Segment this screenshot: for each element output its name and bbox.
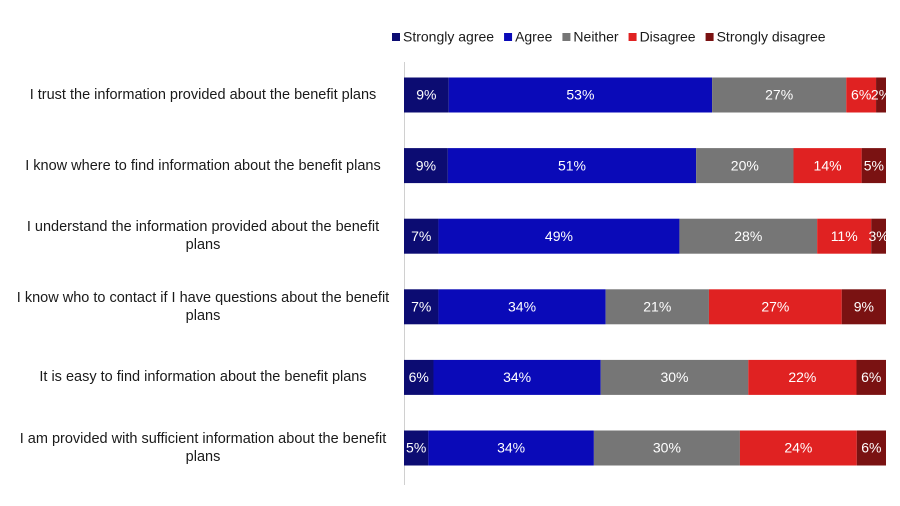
bar-segment [841,289,886,325]
bar-segment [739,430,857,466]
data-label: 34% [508,299,536,315]
bar-segment [404,148,448,184]
data-label: 6% [409,369,429,385]
bar-segment [876,77,886,113]
legend-label: Strongly disagree [717,29,826,45]
bar-segment [448,77,713,113]
bar-segment [593,430,740,466]
bar-segment [817,218,872,254]
legend-swatch [392,33,400,41]
data-label: 34% [503,369,531,385]
bar-segment [846,77,877,113]
data-label: 27% [761,299,789,315]
category-label: I understand the information provided ab… [26,219,380,254]
bar-segment [861,148,886,184]
data-label: 34% [497,440,525,456]
bar-segment [856,359,886,395]
category-label: I trust the information provided about t… [29,87,377,103]
bar-segment [428,430,594,466]
category-label: It is easy to find information about the… [39,369,367,386]
bar-segment [793,148,862,184]
bar-segment [433,359,601,395]
bar-segment [404,218,439,254]
legend-label: Strongly agree [403,29,494,45]
bar-segment [696,148,794,184]
data-label: 49% [545,228,573,244]
legend-label: Neither [573,29,618,45]
data-label: 21% [643,299,671,315]
bar-segment [600,359,749,395]
category-label: I know who to contact if I have question… [16,289,390,324]
data-label: 9% [416,157,436,173]
data-label: 6% [861,440,881,456]
bar-segment [708,289,842,325]
data-label: 28% [734,228,762,244]
legend-label: Disagree [640,29,696,45]
bar-segment [748,359,857,395]
category-label: I know where to find information about t… [25,157,381,174]
data-label: 9% [416,87,436,103]
bar-segment [871,218,886,254]
data-label: 27% [765,87,793,103]
legend-swatch [504,33,513,41]
legend-swatch [562,33,571,41]
bar-segment [404,430,429,466]
legend-swatch [628,33,637,41]
bar-segment [679,218,818,254]
data-label: 53% [566,87,594,103]
bar-segment [712,77,847,113]
data-label: 3% [869,228,889,244]
data-label: 30% [653,440,681,456]
bar-segment [438,289,606,325]
legend-label: Agree [515,29,553,45]
data-label: 2% [871,87,891,103]
data-label: 24% [784,440,812,456]
data-label: 20% [731,157,759,173]
data-label: 30% [660,369,688,385]
bar-segment [447,148,697,184]
bar-segment [404,289,439,325]
data-label: 9% [854,299,874,315]
data-label: 22% [788,369,816,385]
data-label: 7% [411,299,431,315]
category-label: I am provided with sufficient informatio… [19,431,387,465]
data-label: 5% [864,157,884,173]
data-label: 6% [861,369,881,385]
data-label: 7% [411,228,431,244]
bar-segment [404,359,434,395]
data-label: 5% [406,440,426,456]
bar-segment [605,289,709,325]
data-label: 14% [814,157,842,173]
bar-segment [856,430,886,466]
data-label: 51% [558,157,586,173]
bar-segment [404,77,449,113]
data-label: 6% [851,87,871,103]
legend-swatch [705,33,714,41]
bar-segment [438,218,680,254]
data-label: 11% [831,228,858,244]
